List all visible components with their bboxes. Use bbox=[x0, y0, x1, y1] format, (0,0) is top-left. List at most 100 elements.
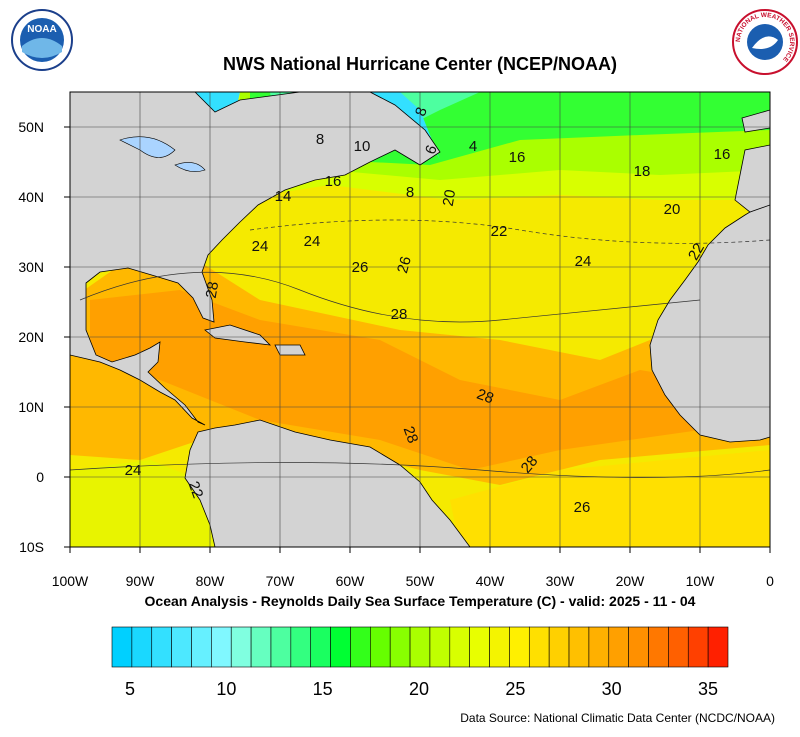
color-swatch bbox=[111, 626, 133, 668]
contour-label: 22 bbox=[685, 240, 708, 263]
contour-label: 20 bbox=[440, 188, 460, 207]
lon-label: 0 bbox=[766, 573, 774, 589]
color-swatch bbox=[171, 626, 192, 668]
north-america bbox=[70, 92, 441, 426]
colorbar-label: 30 bbox=[602, 679, 622, 699]
contour-label: 4 bbox=[469, 138, 477, 155]
contour-label: 26 bbox=[574, 499, 591, 516]
lat-label: 40N bbox=[18, 189, 44, 205]
colorbar-label: 35 bbox=[698, 679, 718, 699]
contour-label: 16 bbox=[325, 173, 342, 190]
color-swatch bbox=[429, 626, 451, 668]
color-swatch bbox=[310, 626, 331, 668]
contour-label: 22 bbox=[491, 223, 508, 240]
color-swatch bbox=[270, 626, 292, 668]
colorbar: 5 10 15 20 25 30 35 bbox=[111, 626, 729, 699]
contour-label: 28 bbox=[391, 306, 408, 323]
lat-label: 10N bbox=[18, 399, 44, 415]
south-region bbox=[450, 450, 770, 547]
contour-label: 28 bbox=[474, 386, 495, 408]
south-america bbox=[184, 419, 471, 547]
source: Data Source: National Climatic Data Cent… bbox=[460, 711, 775, 725]
axes: 100W 90W 80W 70W 60W 50W 40W 30W 20W 10W 0 50N 40N 30… bbox=[18, 119, 774, 589]
color-swatch bbox=[509, 626, 530, 668]
noaa-logo: NOAA bbox=[11, 9, 73, 71]
iberia bbox=[734, 144, 770, 213]
color-swatch bbox=[668, 626, 689, 668]
contour-label: 22 bbox=[185, 479, 207, 500]
color-swatch bbox=[370, 626, 391, 668]
lon-label: 10W bbox=[686, 573, 716, 589]
lon-label: 20W bbox=[616, 573, 646, 589]
contour-label: 24 bbox=[304, 233, 321, 250]
pacific-south bbox=[70, 460, 220, 547]
contour-label: 16 bbox=[509, 149, 526, 166]
contour-label: 20 bbox=[664, 201, 681, 218]
color-swatch bbox=[489, 626, 510, 668]
contour-label: 18 bbox=[634, 163, 651, 180]
color-swatch bbox=[687, 626, 709, 668]
lon-label: 60W bbox=[336, 573, 366, 589]
color-swatch bbox=[389, 626, 411, 668]
color-swatch bbox=[628, 626, 649, 668]
colorbar-label: 20 bbox=[409, 679, 429, 699]
contour-label: 8 bbox=[316, 131, 324, 148]
contour-label: 10 bbox=[354, 138, 371, 155]
color-swatch bbox=[230, 626, 252, 668]
color-swatch bbox=[608, 626, 629, 668]
africa bbox=[649, 199, 770, 443]
lat-label: 30N bbox=[18, 259, 44, 275]
hispaniola bbox=[274, 344, 306, 356]
color-swatch bbox=[250, 626, 272, 668]
color-swatch bbox=[469, 626, 490, 668]
color-swatch bbox=[330, 626, 351, 668]
contour-label: 26 bbox=[352, 259, 369, 276]
color-swatch bbox=[548, 626, 570, 668]
cuba bbox=[204, 324, 272, 346]
contour-label: 24 bbox=[252, 238, 269, 255]
contour-labels: 8 8 10 6 4 16 16 16 18 8 20 14 20 22 24 … bbox=[125, 105, 731, 516]
lon-label: 70W bbox=[266, 573, 296, 589]
contour-label: 24 bbox=[575, 253, 592, 270]
lat-label: 0 bbox=[36, 469, 44, 485]
contour bbox=[70, 462, 770, 478]
contour-label: 8 bbox=[406, 184, 414, 201]
color-swatch bbox=[151, 626, 172, 668]
contour-label: 28 bbox=[203, 280, 223, 299]
color-swatch bbox=[648, 626, 669, 668]
lon-label: 50W bbox=[406, 573, 436, 589]
lon-label: 100W bbox=[52, 573, 89, 589]
contour-label: 14 bbox=[275, 188, 292, 205]
lat-label: 20N bbox=[18, 329, 44, 345]
color-swatch bbox=[707, 626, 729, 668]
color-swatch bbox=[528, 626, 550, 668]
map bbox=[70, 92, 770, 547]
contour-label: 16 bbox=[714, 146, 731, 163]
nws-logo: NATIONAL WEATHER SERVICE bbox=[732, 9, 798, 75]
colorbar-label: 10 bbox=[216, 679, 236, 699]
lon-label: 40W bbox=[476, 573, 506, 589]
british-isles bbox=[741, 109, 770, 133]
colorbar-label: 5 bbox=[125, 679, 135, 699]
color-swatch bbox=[350, 626, 371, 668]
color-swatch bbox=[449, 626, 470, 668]
contour-label: 24 bbox=[125, 462, 142, 479]
color-swatch bbox=[588, 626, 610, 668]
color-swatch bbox=[211, 626, 232, 668]
title: NWS National Hurricane Center (NCEP/NOAA… bbox=[223, 54, 617, 74]
noaa-logo-text: NOAA bbox=[27, 24, 56, 35]
contour-label: 26 bbox=[394, 255, 415, 276]
contour-label: 28 bbox=[400, 424, 422, 445]
grid bbox=[70, 92, 770, 547]
lon-label: 90W bbox=[126, 573, 156, 589]
color-swatch bbox=[131, 626, 153, 668]
color-swatch bbox=[409, 626, 431, 668]
lon-label: 30W bbox=[546, 573, 576, 589]
lon-label: 80W bbox=[196, 573, 226, 589]
contour bbox=[79, 271, 701, 323]
lat-label: 10S bbox=[19, 539, 44, 555]
caption: Ocean Analysis - Reynolds Daily Sea Surf… bbox=[145, 593, 696, 609]
great-lakes bbox=[119, 136, 206, 172]
color-swatch bbox=[568, 626, 590, 668]
